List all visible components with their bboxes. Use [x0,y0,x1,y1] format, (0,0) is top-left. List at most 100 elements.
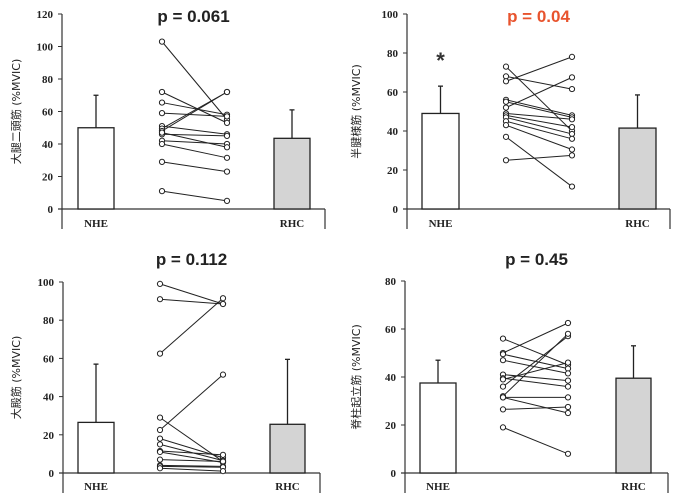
paired-line [502,359,569,374]
chart-title: p = 0.112 [156,250,227,269]
data-point-rhc [564,370,572,377]
data-point-nhe [502,98,510,105]
data-point-nhe [499,406,507,413]
data-point-nhe [158,140,166,148]
paired-line [161,91,228,124]
category-label: NHE [84,218,108,230]
y-tick-label: 20 [43,430,55,442]
data-point-rhc [568,116,576,123]
y-tick-label: 40 [43,392,55,404]
data-point-rhc [568,85,576,93]
paired-line [159,283,224,305]
y-tick-label: 100 [37,42,54,54]
data-point-rhc [564,394,572,401]
data-point-nhe [156,350,164,357]
data-point-rhc [223,168,231,175]
data-point-rhc [564,450,572,457]
data-point-nhe [502,157,510,164]
y-tick-label: 60 [42,107,54,119]
data-point-rhc [219,371,227,378]
y-tick-label: 0 [391,468,397,480]
data-point-nhe [499,376,507,383]
chart-svg: p = 0.112 大殿筋 (%MVIC) 0 20 40 60 80 100 NHE RHC [9,250,321,493]
data-point-rhc [223,119,231,126]
paired-line [159,465,224,468]
y-tick-label: 0 [393,204,399,216]
y-tick-label: 100 [38,277,55,289]
data-point-rhc [219,467,227,475]
data-point-rhc [223,197,231,204]
bar-rhc [618,127,657,210]
category-label: NHE [84,481,108,493]
data-point-nhe [158,99,166,106]
paired-line [505,76,573,109]
data-point-nhe [499,394,507,401]
chart-svg: p = 0.04 半腱様筋 (%MVIC) 0 20 40 60 80 100 NHE RHC * [349,7,671,230]
bar-rhc [615,377,652,474]
data-point-nhe [158,110,166,117]
paired-line [505,56,573,82]
paired-line [161,161,228,173]
bar-nhe [77,421,115,474]
paired-line [159,297,224,355]
data-point-nhe [502,133,510,140]
data-point-rhc [223,154,231,161]
y-tick-label: 40 [387,126,399,138]
data-point-nhe [499,424,507,431]
data-point-nhe [502,104,510,111]
paired-line [502,374,569,382]
data-point-rhc [564,403,572,411]
data-point-nhe [158,158,166,165]
data-point-rhc [219,300,227,308]
paired-line [159,464,224,467]
data-point-rhc [564,319,572,327]
data-point-rhc [223,132,231,139]
data-point-nhe [499,357,507,364]
y-axis-label: 脊柱起立筋 (%MVIC) [349,324,363,429]
data-point-nhe [156,441,164,448]
paired-line [502,333,569,397]
paired-line [161,143,228,159]
paired-line [159,374,224,431]
y-tick-label: 0 [49,468,55,480]
paired-line [161,140,228,145]
data-point-nhe [502,78,510,85]
data-point-rhc [223,113,231,120]
paired-line [502,362,569,380]
paired-line [505,112,573,120]
paired-line [502,426,569,455]
category-label: RHC [621,481,646,493]
data-point-rhc [564,359,572,366]
data-point-nhe [156,280,164,288]
category-label: RHC [625,218,650,230]
data-point-rhc [564,409,572,417]
data-point-rhc [568,152,576,159]
paired-line [161,112,228,117]
data-point-rhc [564,330,572,337]
y-axis-label: 大殿筋 (%MVIC) [9,336,23,419]
chart-svg: p = 0.45 脊柱起立筋 (%MVIC) 0 20 40 60 80 NHE RHC [349,250,669,493]
paired-line [505,124,573,150]
y-tick-label: 80 [43,315,55,327]
data-point-nhe [158,88,166,96]
paired-line [161,190,228,202]
category-label: RHC [275,481,300,493]
data-point-rhc [568,146,576,153]
paired-line [505,99,573,116]
y-tick-label: 80 [387,48,399,60]
data-point-nhe [156,414,164,421]
paired-line [502,338,569,366]
chart-title: p = 0.04 [507,7,570,26]
paired-line [161,102,228,116]
data-point-rhc [219,295,227,302]
data-point-nhe [499,351,507,358]
paired-line [159,438,224,459]
paired-line [505,75,573,90]
paired-line [161,91,228,132]
chart-panel-gluteus-maximus: p = 0.112 大殿筋 (%MVIC) 0 20 40 60 80 100 NHE RHC [0,245,340,499]
y-tick-label: 120 [37,9,54,21]
paired-line [505,101,573,118]
data-point-rhc [568,135,576,142]
bar-nhe [419,382,457,474]
category-label: RHC [280,218,305,230]
